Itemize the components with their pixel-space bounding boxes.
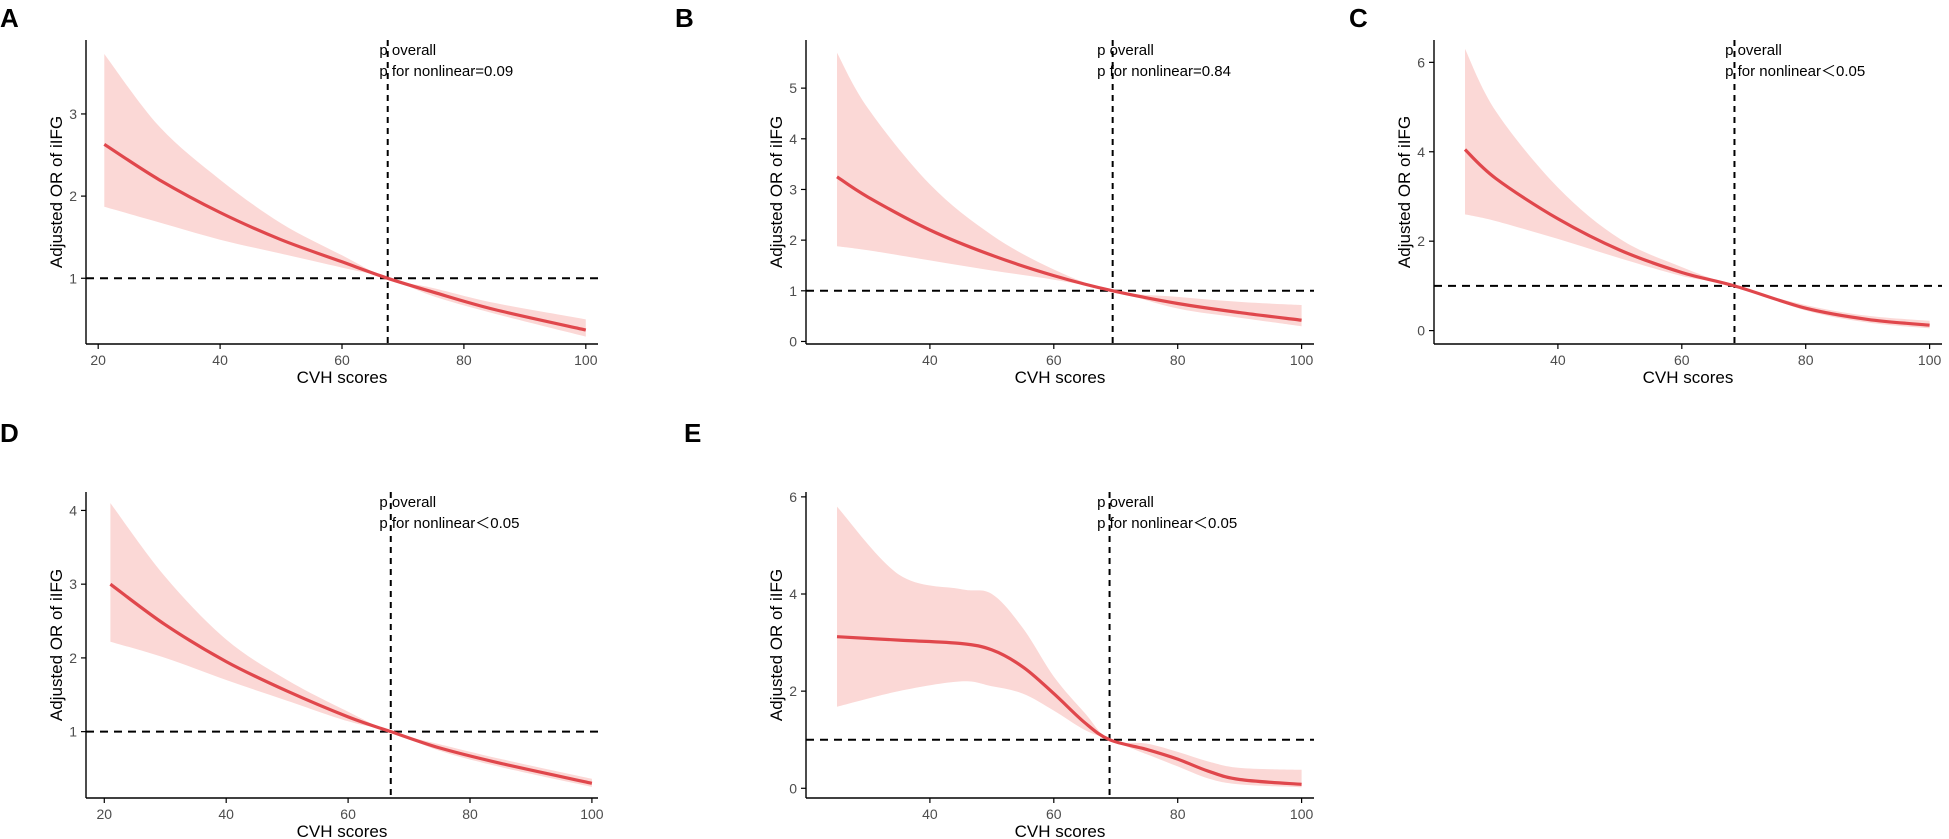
x-tick-label-c-40: 40: [1550, 352, 1566, 368]
y-tick-label-b-0: 0: [789, 333, 797, 349]
chart-panel-c: C 40 60 80 100 0 2 4 6 CVH scores Adjusted OR of i…: [1349, 3, 1942, 387]
or-curve-b: [836, 175, 1302, 322]
x-tick-label-d-80: 80: [462, 806, 478, 822]
panel-letter-c: C: [1349, 3, 1368, 33]
x-tick-label-c-60: 60: [1674, 352, 1690, 368]
x-tick-label-a-80: 80: [456, 352, 472, 368]
y-tick-label-d-3: 3: [69, 576, 77, 592]
y-axis-title-e: Adjusted OR of iIFG: [767, 569, 786, 721]
y-tick-label-c-2: 2: [1417, 233, 1425, 249]
y-axis-title-d: Adjusted OR of iIFG: [47, 569, 66, 721]
confidence-band-b: [837, 52, 1302, 327]
or-curve-d: [109, 582, 593, 785]
y-tick-label-a-3: 3: [69, 106, 77, 122]
chart-panel-b: B 40 60 80 100 0 1 2 3 4 5 CVH scores Adjusted OR of…: [675, 3, 1314, 387]
annotation-b-2: p for nonlinear=0.84: [1097, 63, 1231, 80]
y-tick-label-b-2: 2: [789, 232, 797, 248]
y-tick-label-a-2: 2: [69, 188, 77, 204]
x-tick-label-d-100: 100: [580, 806, 604, 822]
x-tick-label-a-60: 60: [334, 352, 350, 368]
x-tick-label-d-40: 40: [218, 806, 234, 822]
chart-panel-d: D 20 40 60 80 100 1 2 3 4 CVH scores Adjusted OR of…: [0, 418, 604, 839]
annotation-e-2: p for nonlinear＜0.05: [1097, 515, 1237, 532]
panel-letter-b: B: [675, 3, 694, 33]
y-axis-title-c: Adjusted OR of iIFG: [1395, 116, 1414, 268]
y-tick-label-d-4: 4: [69, 502, 77, 518]
annotation-a-2: p for nonlinear=0.09: [379, 63, 513, 80]
x-tick-label-b-100: 100: [1290, 352, 1314, 368]
annotation-d-2: p for nonlinear＜0.05: [379, 515, 519, 532]
annotation-a-1: p overall: [379, 42, 436, 59]
x-tick-label-d-60: 60: [340, 806, 356, 822]
or-curve-e: [836, 635, 1302, 786]
panel-letter-a: A: [0, 3, 19, 33]
x-tick-label-b-80: 80: [1170, 352, 1186, 368]
x-tick-label-a-20: 20: [90, 352, 106, 368]
x-tick-label-d-20: 20: [96, 806, 112, 822]
y-tick-label-c-6: 6: [1417, 54, 1425, 70]
chart-panel-a: A 20 40 60 80 100 1 2 3 CVH scores Adjusted OR of …: [0, 3, 598, 387]
y-tick-label-d-1: 1: [69, 724, 77, 740]
x-tick-label-c-100: 100: [1918, 352, 1942, 368]
y-tick-label-b-4: 4: [789, 131, 797, 147]
x-axis-title-c: CVH scores: [1643, 368, 1734, 387]
y-tick-label-b-5: 5: [789, 80, 797, 96]
confidence-band-a: [104, 54, 586, 337]
y-tick-label-b-3: 3: [789, 181, 797, 197]
x-tick-label-e-100: 100: [1290, 806, 1314, 822]
y-tick-label-e-6: 6: [789, 489, 797, 505]
y-tick-label-a-1: 1: [69, 270, 77, 286]
x-tick-label-a-40: 40: [212, 352, 228, 368]
x-tick-label-b-40: 40: [922, 352, 938, 368]
y-tick-label-e-2: 2: [789, 683, 797, 699]
panel-letter-d: D: [0, 418, 19, 448]
x-tick-label-b-60: 60: [1046, 352, 1062, 368]
x-tick-label-e-80: 80: [1170, 806, 1186, 822]
y-axis-title-a: Adjusted OR of iIFG: [47, 116, 66, 268]
confidence-band-d: [110, 503, 592, 787]
y-tick-label-b-1: 1: [789, 283, 797, 299]
x-axis-title-e: CVH scores: [1015, 822, 1106, 839]
x-tick-label-e-60: 60: [1046, 806, 1062, 822]
annotation-d-1: p overall: [379, 494, 436, 511]
annotation-b-1: p overall: [1097, 42, 1154, 59]
annotation-c-1: p overall: [1725, 42, 1782, 59]
y-tick-label-c-4: 4: [1417, 144, 1425, 160]
y-axis-title-b: Adjusted OR of iIFG: [767, 116, 786, 268]
confidence-band-e: [837, 506, 1302, 788]
y-tick-label-c-0: 0: [1417, 323, 1425, 339]
x-tick-label-a-100: 100: [574, 352, 598, 368]
annotation-c-2: p for nonlinear＜0.05: [1725, 63, 1865, 80]
chart-panel-e: E 40 60 80 100 0 2 4 6 CVH scores Adjusted OR of i…: [684, 418, 1314, 839]
y-tick-label-e-0: 0: [789, 780, 797, 796]
panel-letter-e: E: [684, 418, 701, 448]
x-tick-label-e-40: 40: [922, 806, 938, 822]
annotation-e-1: p overall: [1097, 494, 1154, 511]
y-tick-label-e-4: 4: [789, 586, 797, 602]
x-axis-title-d: CVH scores: [297, 822, 388, 839]
or-curve-c: [1463, 148, 1930, 327]
x-axis-title-a: CVH scores: [297, 368, 388, 387]
or-curve-a: [103, 142, 587, 332]
confidence-band-c: [1465, 48, 1930, 329]
x-tick-label-c-80: 80: [1798, 352, 1814, 368]
y-tick-label-d-2: 2: [69, 650, 77, 666]
x-axis-title-b: CVH scores: [1015, 368, 1106, 387]
